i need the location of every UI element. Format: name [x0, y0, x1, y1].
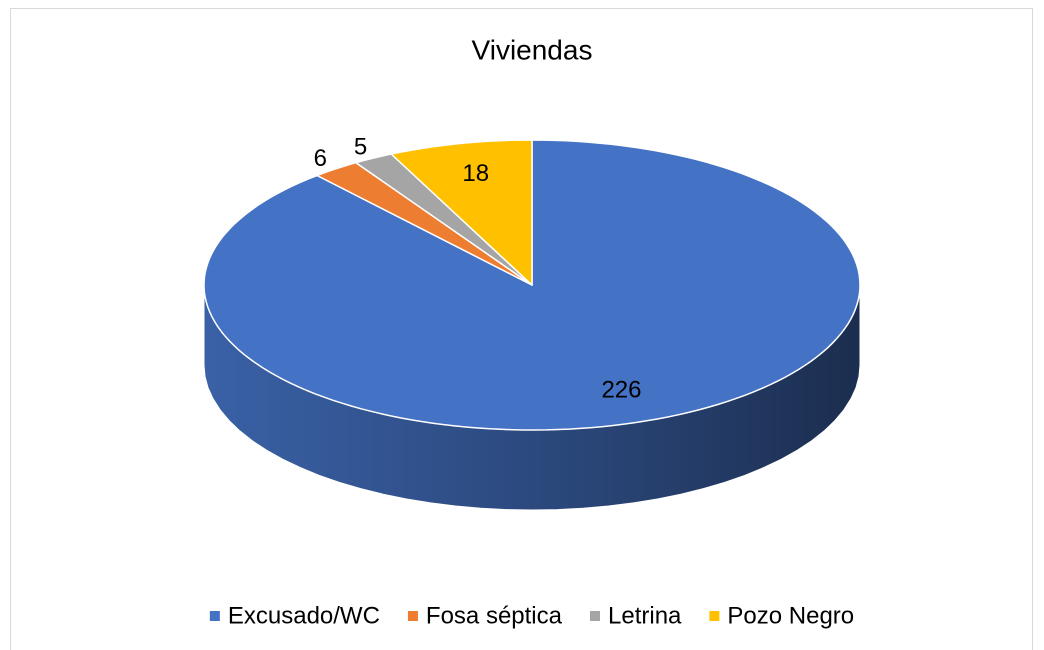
- data-label: 6: [314, 145, 327, 172]
- data-label: 5: [354, 133, 367, 160]
- legend: Excusado/WC Fosa séptica Letrina Pozo Negro: [209, 602, 854, 629]
- legend-label: Letrina: [608, 602, 682, 629]
- pie-top: [203, 139, 861, 431]
- legend-label: Pozo Negro: [727, 602, 854, 629]
- legend-swatch: [709, 611, 720, 621]
- chart-title: Viviendas: [472, 34, 593, 65]
- pie-slice: [390, 139, 533, 286]
- data-label: 18: [462, 160, 489, 187]
- legend-swatch: [407, 611, 418, 621]
- legend-swatch: [209, 611, 220, 621]
- legend-label: Excusado/WC: [228, 602, 380, 629]
- pie-slice: [316, 161, 533, 286]
- data-label: 226: [601, 376, 641, 403]
- legend-swatch: [590, 611, 600, 621]
- data-labels: 226 6 5 18: [314, 133, 642, 403]
- legend-label: Fosa séptica: [426, 602, 563, 629]
